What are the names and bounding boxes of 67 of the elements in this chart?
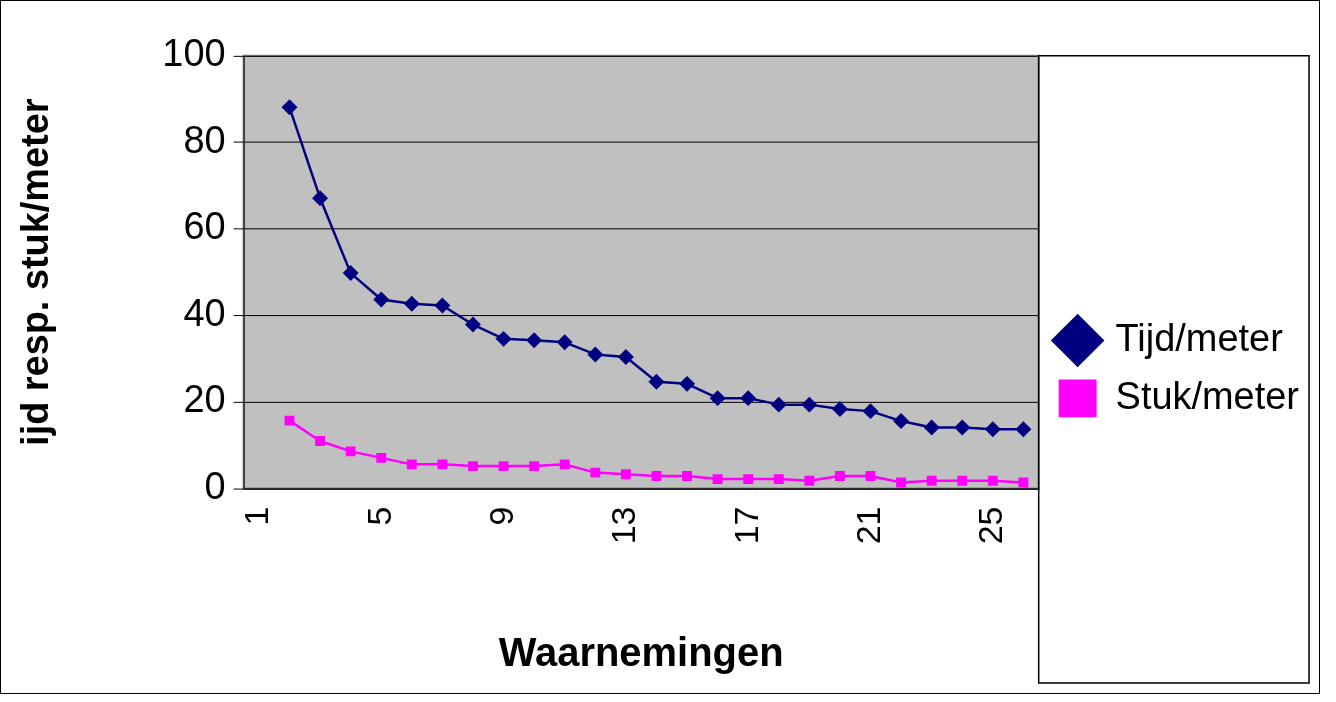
point bbox=[620, 469, 631, 480]
point bbox=[312, 190, 329, 207]
point bbox=[773, 474, 784, 485]
point bbox=[957, 475, 968, 486]
x-tick-label: 1 bbox=[237, 506, 276, 526]
point bbox=[923, 419, 940, 436]
point bbox=[284, 415, 295, 426]
x-tick-label: 13 bbox=[604, 506, 643, 545]
y-axis-title: ijd resp. stuk/meter bbox=[14, 98, 57, 446]
point bbox=[831, 400, 848, 417]
point bbox=[526, 332, 543, 349]
point bbox=[1015, 421, 1032, 438]
point bbox=[954, 419, 971, 436]
y-tick-label: 100 bbox=[162, 32, 226, 75]
point bbox=[590, 467, 601, 478]
point bbox=[437, 459, 448, 470]
x-tick-label: 9 bbox=[481, 506, 520, 526]
y-tick-label: 60 bbox=[183, 205, 226, 248]
point bbox=[651, 471, 662, 481]
x-axis-title: Waarnemingen bbox=[498, 630, 784, 675]
point bbox=[740, 390, 757, 407]
point bbox=[559, 459, 570, 470]
point bbox=[376, 452, 387, 463]
x-tick-label: 21 bbox=[848, 506, 887, 545]
point bbox=[403, 295, 420, 312]
point bbox=[406, 459, 417, 470]
point bbox=[648, 373, 665, 390]
point bbox=[498, 461, 509, 472]
x-tick-label: 5 bbox=[359, 506, 398, 526]
point bbox=[682, 471, 692, 481]
point bbox=[926, 475, 937, 486]
point bbox=[801, 396, 818, 413]
point bbox=[587, 346, 604, 363]
y-tick-label: 40 bbox=[183, 291, 226, 334]
point bbox=[556, 334, 573, 351]
point bbox=[495, 330, 512, 347]
point bbox=[893, 413, 910, 430]
point bbox=[679, 375, 696, 392]
point bbox=[984, 421, 1001, 438]
x-tick-label: 17 bbox=[726, 506, 765, 545]
point bbox=[529, 461, 540, 472]
x-tick-label: 25 bbox=[971, 506, 1010, 545]
y-tick-label: 0 bbox=[204, 465, 226, 508]
point bbox=[712, 474, 723, 485]
point bbox=[468, 461, 478, 472]
point bbox=[464, 316, 481, 333]
point bbox=[709, 390, 726, 407]
point bbox=[345, 446, 356, 457]
point bbox=[987, 475, 998, 486]
point bbox=[743, 474, 754, 485]
legend-label: Stuk/meter bbox=[1115, 374, 1299, 417]
point bbox=[834, 471, 845, 481]
point bbox=[617, 349, 634, 366]
point bbox=[373, 291, 390, 308]
point bbox=[865, 471, 876, 481]
point bbox=[315, 436, 326, 446]
point bbox=[342, 265, 359, 282]
legend-label: Tijd/meter bbox=[1115, 317, 1283, 359]
point bbox=[770, 396, 787, 413]
point bbox=[862, 403, 879, 420]
point bbox=[896, 477, 907, 488]
point bbox=[1018, 477, 1029, 488]
y-tick-label: 20 bbox=[183, 378, 226, 421]
point bbox=[281, 99, 298, 116]
point bbox=[434, 297, 451, 314]
y-tick-label: 80 bbox=[183, 118, 226, 161]
point bbox=[804, 475, 815, 486]
